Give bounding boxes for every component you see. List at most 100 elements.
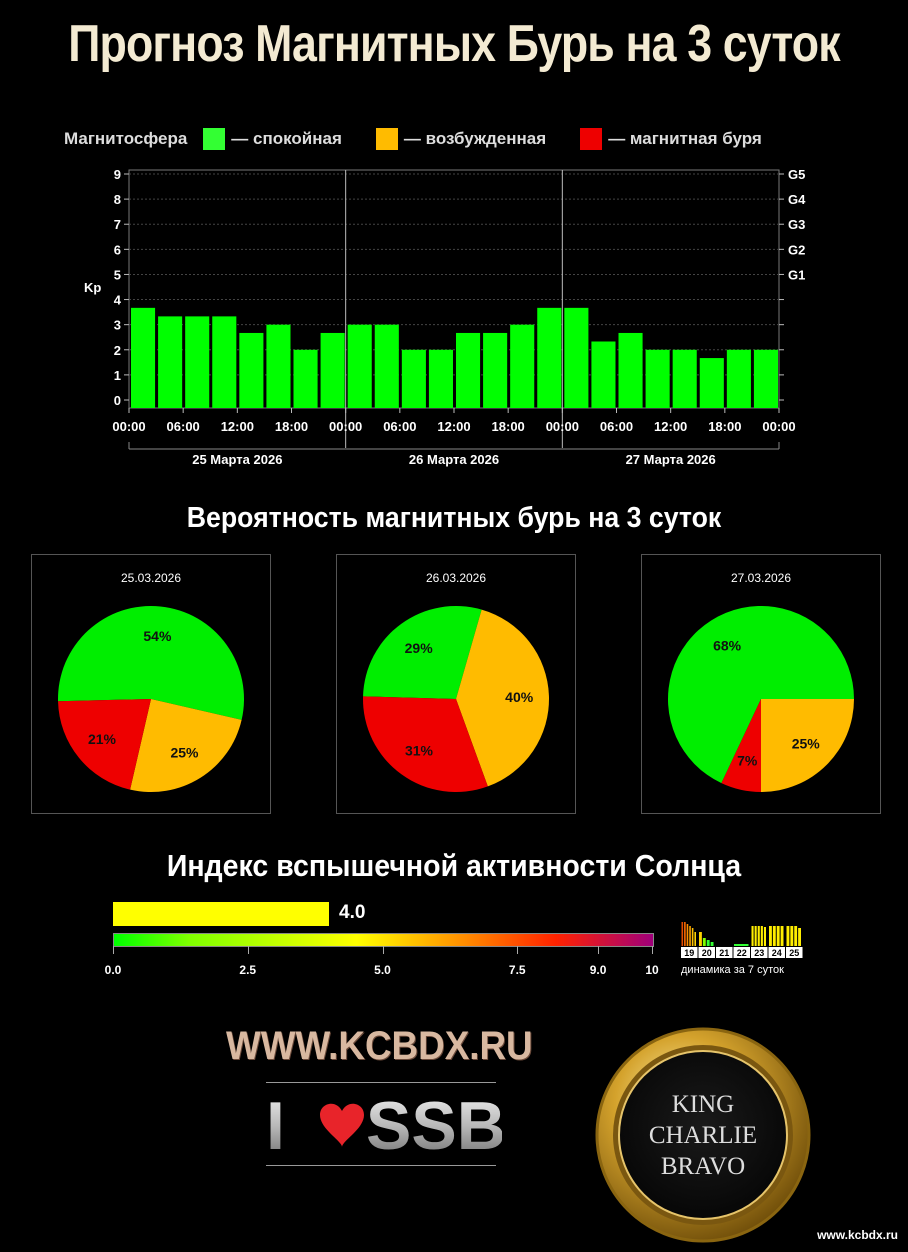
dyn-bar xyxy=(710,942,714,946)
pie-slice xyxy=(456,609,550,787)
pie-slice xyxy=(58,699,151,790)
y-tick-label: 8 xyxy=(114,192,121,207)
scale-tick-label: 7.5 xyxy=(508,963,526,977)
dyn-day-label: 22 xyxy=(737,948,747,958)
kp-bar xyxy=(672,349,697,408)
x-tick-label: 00:00 xyxy=(546,419,579,434)
i-love-ssb-logo: I SSB xyxy=(266,1088,502,1163)
pie-svg-day-3: 68% 25% 7% xyxy=(668,606,854,792)
dynamics-mini-chart: 19 20 21 22 23 24 25 xyxy=(681,922,803,958)
dyn-bar xyxy=(754,926,757,946)
pie-slice xyxy=(668,606,854,784)
flare-scale-gradient xyxy=(113,933,654,947)
kp-bar xyxy=(131,307,156,408)
y-tick-label: 7 xyxy=(114,217,121,232)
g-scale-label: G5 xyxy=(788,167,805,182)
x-tick-label: 18:00 xyxy=(275,419,308,434)
ssb-letter-i: I xyxy=(266,1088,285,1163)
y-tick-label: 6 xyxy=(114,242,121,257)
dyn-bar xyxy=(691,928,694,946)
x-tick-label: 12:00 xyxy=(437,419,470,434)
scale-tick-label: 0.0 xyxy=(104,963,122,977)
y-axis-label: Kp xyxy=(84,280,101,295)
dyn-day-label: 19 xyxy=(684,948,694,958)
scale-tick-mark xyxy=(247,946,249,954)
dyn-day-cell xyxy=(786,947,803,958)
x-tick-label: 00:00 xyxy=(762,419,795,434)
pie-slice xyxy=(130,699,242,792)
legend-label-calm: — спокойная xyxy=(231,129,342,148)
pie-date-day-2: 26.03.2026 xyxy=(425,571,487,585)
footer-url: www.kcbdx.ru xyxy=(817,1228,898,1242)
dyn-day-label: 25 xyxy=(789,948,799,958)
y-tick-label: 3 xyxy=(114,318,121,333)
scale-tick-mark xyxy=(652,946,653,954)
dynamics-label: динамика за 7 суток xyxy=(681,964,784,976)
dyn-bar xyxy=(694,932,696,946)
day-label: 26 Марта 2026 xyxy=(409,452,499,467)
kp-bar xyxy=(726,349,751,408)
kp-bar xyxy=(293,349,318,408)
pie-slice-label: 54% xyxy=(143,628,172,644)
pie-slice xyxy=(721,699,761,792)
dyn-day-label: 24 xyxy=(772,948,782,958)
dyn-bar xyxy=(794,926,798,946)
page-title: Прогноз Магнитных Бурь на 3 суток xyxy=(68,15,840,73)
scale-tick-label: 9.0 xyxy=(589,963,607,977)
kp-bar xyxy=(347,324,372,408)
heart-icon xyxy=(320,1103,364,1147)
dyn-day-label: 20 xyxy=(702,948,712,958)
pie-slice-label: 7% xyxy=(737,753,758,769)
x-tick-label: 12:00 xyxy=(221,419,254,434)
dyn-day-cell xyxy=(768,947,785,958)
pie-slice-label: 31% xyxy=(405,742,434,758)
dyn-day-cell xyxy=(751,947,768,958)
dyn-bar xyxy=(790,926,794,946)
dyn-bar xyxy=(702,938,706,946)
dyn-bar xyxy=(776,926,780,946)
kp-bar xyxy=(564,307,589,408)
dyn-bar xyxy=(798,928,801,946)
kp-bar xyxy=(591,341,616,408)
dyn-day-label: 21 xyxy=(719,948,729,958)
pie-svg-day-2: 29% 40% 31% xyxy=(363,606,550,792)
x-tick-label: 06:00 xyxy=(167,419,200,434)
dyn-day-cell xyxy=(733,947,750,958)
pie-date-day-3: 27.03.2026 xyxy=(730,571,792,585)
x-tick-label: 06:00 xyxy=(383,419,416,434)
x-tick-label: 00:00 xyxy=(112,419,145,434)
seal-line-2: CHARLIE xyxy=(649,1122,757,1149)
probability-title: Вероятность магнитных бурь на 3 суток xyxy=(186,502,722,534)
g-scale-label: G3 xyxy=(788,217,805,232)
pie-chart-day-1: 54% 25% 21% 25.03.2026 xyxy=(31,554,271,814)
magnetosphere-legend: Магнитосфера — спокойная — возбужденная … xyxy=(64,126,780,152)
flare-value-text: 4.0 xyxy=(339,902,366,923)
site-logo-text: WWW.KCBDX.RU xyxy=(226,1024,533,1068)
pie-date-day-1: 25.03.2026 xyxy=(120,571,182,585)
pie-svg-day-1: 54% 25% 21% xyxy=(58,606,244,792)
dyn-bar xyxy=(681,922,684,946)
dyn-bar xyxy=(769,926,772,946)
pie-slice xyxy=(58,606,244,720)
ssb-text: SSB xyxy=(366,1088,502,1163)
y-tick-label: 1 xyxy=(114,368,121,383)
kp-bar xyxy=(320,332,345,408)
y-tick-label: 0 xyxy=(114,393,121,408)
dyn-bar xyxy=(760,926,763,946)
kp-bar-chart: 0 1 2 3 4 5 6 7 8 9 G1 G2 G3 G4 G5 Kp 00:00 06:00 12:00 18:… xyxy=(84,167,806,467)
dyn-bar xyxy=(706,940,710,946)
x-tick-label: 18:00 xyxy=(708,419,741,434)
kp-bar xyxy=(510,324,535,408)
legend-label-storm: — магнитная буря xyxy=(608,129,762,148)
seal-inner xyxy=(618,1050,788,1220)
kp-bar xyxy=(456,332,481,408)
kp-bar xyxy=(185,316,210,408)
scale-tick-label: 10 xyxy=(645,963,659,977)
seal-line-1: KING xyxy=(672,1091,735,1118)
scale-tick-mark xyxy=(598,946,600,954)
dyn-bar xyxy=(772,926,776,946)
kp-bar xyxy=(618,332,643,408)
dyn-bar xyxy=(763,927,766,946)
kp-bar xyxy=(645,349,670,408)
pie-slice-label: 29% xyxy=(405,640,434,656)
